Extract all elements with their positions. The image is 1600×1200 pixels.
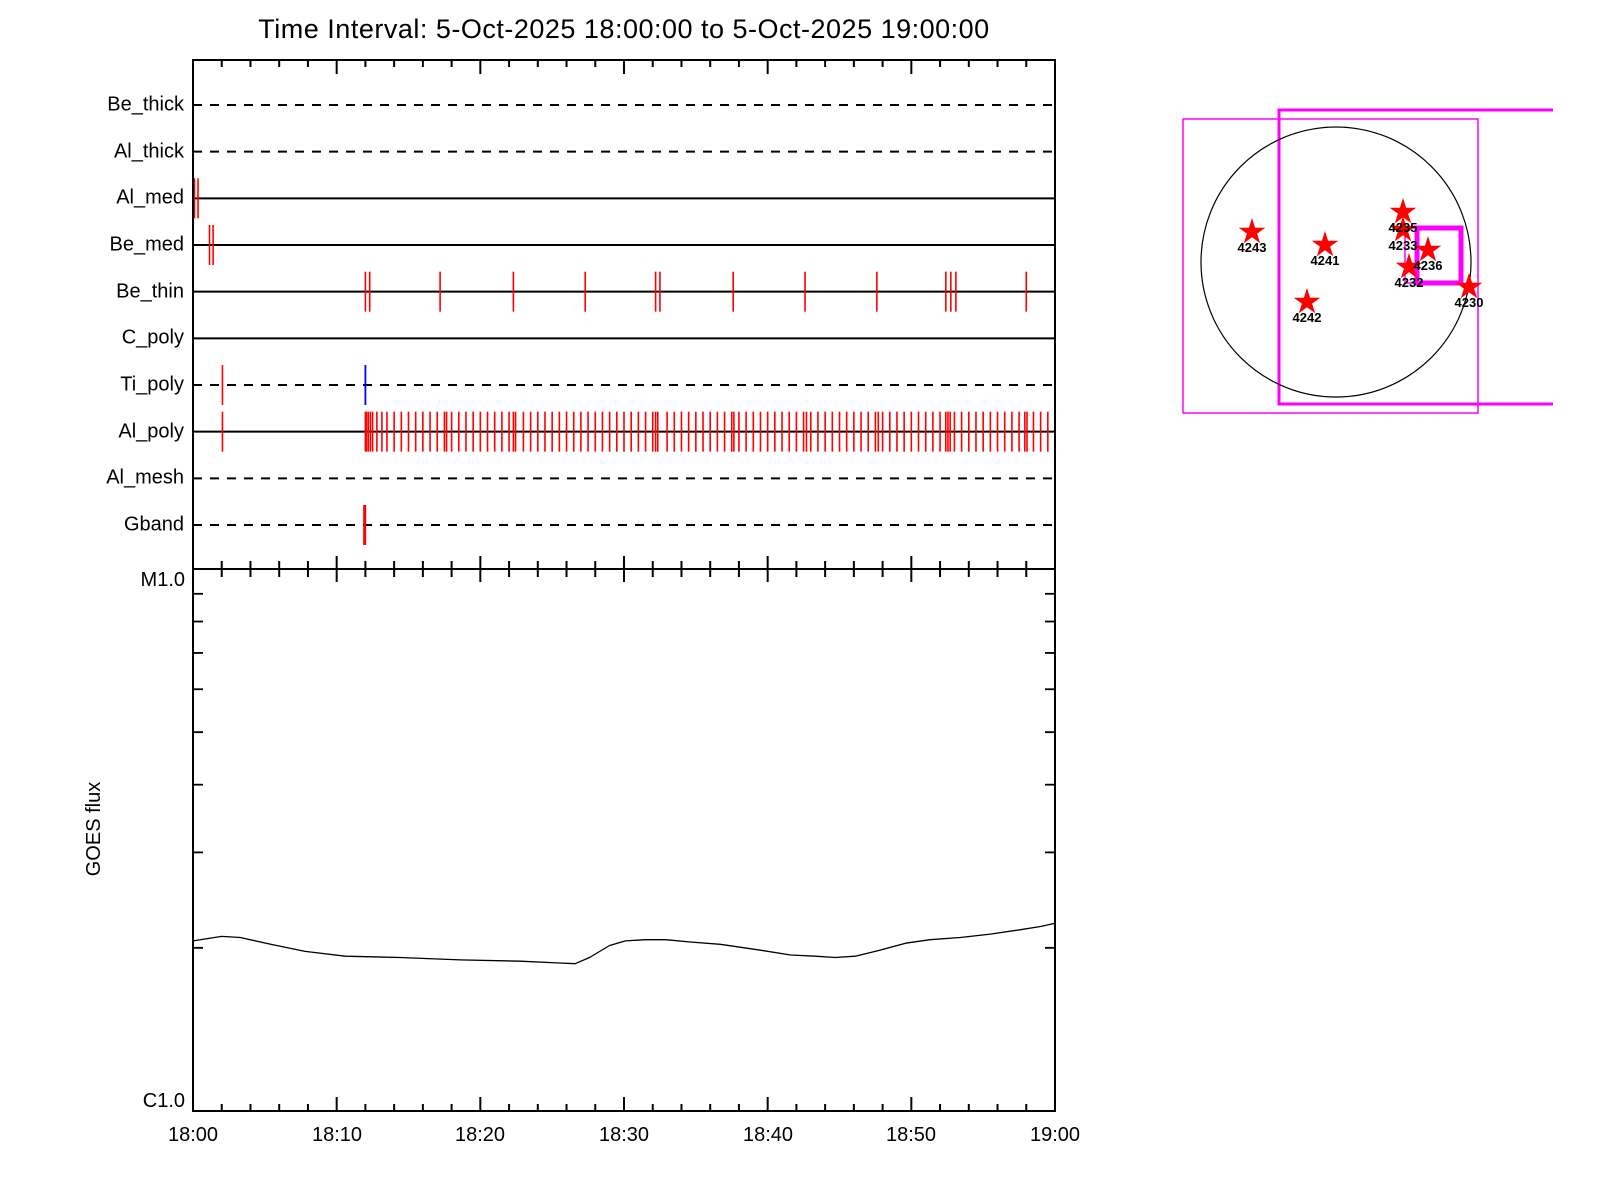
filter-label-gband: Gband: [123, 513, 184, 536]
filter-label-ti-poly: Ti_poly: [120, 373, 184, 396]
solar-disk-map: [1182, 108, 1553, 414]
x-tick-1800: 18:00: [167, 1124, 219, 1146]
x-tick-1900: 19:00: [1029, 1124, 1081, 1146]
x-tick-1820: 18:20: [454, 1124, 506, 1146]
page-title: Time Interval: 5-Oct-2025 18:00:00 to 5-…: [258, 14, 990, 44]
x-tick-1810: 18:10: [311, 1124, 363, 1146]
y-axis-label-m1: M1.0: [140, 569, 185, 591]
x-tick-1840: 18:40: [742, 1124, 794, 1146]
x-tick-1830: 18:30: [598, 1124, 650, 1146]
x-tick-1850: 18:50: [885, 1124, 937, 1146]
filter-label-be-thick: Be_thick: [107, 93, 184, 116]
y-axis-label-c1: C1.0: [142, 1090, 185, 1112]
time-axis-ticks: [192, 60, 1056, 1111]
fov-box: [1182, 118, 1479, 414]
active-region-label-4232: 4232: [1394, 275, 1424, 290]
exposure-ticks: [193, 178, 1056, 545]
goes-flux-axis-title: GOES flux: [83, 781, 105, 877]
active-region-star-4230: [1455, 273, 1483, 299]
active-region-star-4241: [1311, 231, 1339, 257]
active-region-star-4243: [1238, 218, 1266, 244]
active-region-star-4235: [1389, 198, 1417, 224]
active-region-label-4233: 4233: [1388, 238, 1418, 253]
filter-label-al-med: Al_med: [116, 186, 184, 209]
filter-row-lines: [193, 104, 1055, 526]
filter-label-be-med: Be_med: [109, 233, 185, 256]
solar-limb: [1200, 126, 1472, 398]
active-region-label-4243: 4243: [1237, 240, 1267, 255]
filter-label-al-thick: Al_thick: [113, 140, 184, 163]
active-region-label-4241: 4241: [1310, 253, 1340, 268]
active-region-star-4236: [1414, 236, 1442, 262]
filter-label-al-mesh: Al_mesh: [106, 466, 184, 489]
active-region-label-4235: 4235: [1388, 220, 1418, 235]
active-region-star-4232: [1395, 253, 1423, 279]
active-region-star-4233: [1389, 216, 1417, 242]
goes-y-ticks: [193, 592, 1055, 949]
goes-flux-line: [192, 922, 1056, 965]
active-region-label-4242: 4242: [1292, 310, 1322, 325]
fov-box: [1277, 108, 1553, 406]
filter-label-al-poly: Al_poly: [118, 420, 184, 443]
filter-label-c-poly: C_poly: [121, 326, 184, 349]
active-region-label-4230: 4230: [1454, 295, 1484, 310]
active-region-label-4236: 4236: [1413, 258, 1443, 273]
active-region-star-4242: [1293, 288, 1321, 314]
fov-box: [1414, 225, 1464, 286]
filter-label-be-thin: Be_thin: [116, 280, 184, 303]
goes-flux-curve: [192, 922, 1056, 965]
